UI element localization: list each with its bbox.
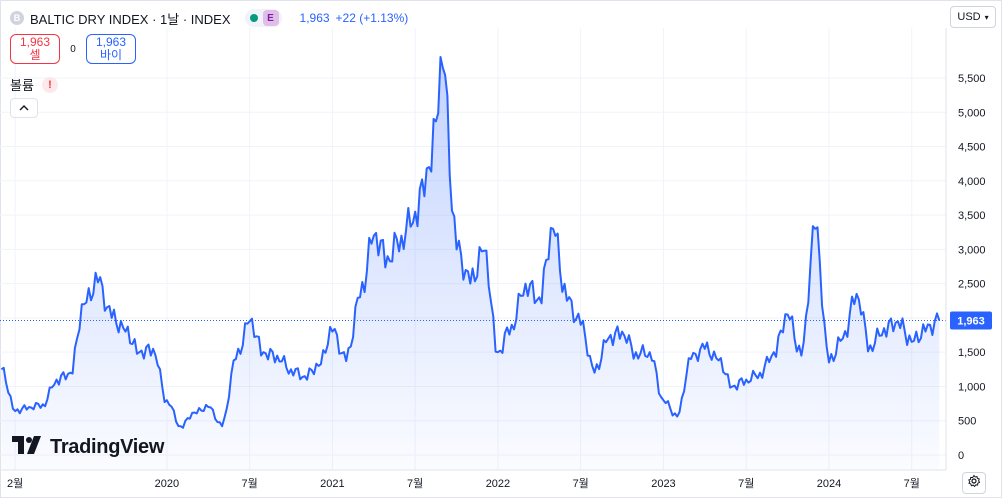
currency-label: USD [957,11,981,23]
x-tick-label: 2022 [486,478,510,490]
y-tick-label: 3,000 [958,244,986,256]
y-tick-label: 5,000 [958,107,986,119]
y-tick-label: 500 [958,416,976,428]
y-tick-label: 2,500 [958,279,986,291]
trade-buttons: 1,963 셀 0 1,963 바이 [10,34,136,64]
price-axis[interactable]: 05001,0001,5002,0002,5003,0003,5004,0004… [958,73,986,462]
legend-last-value: 1,963 [299,11,330,25]
x-tick-label: 7월 [904,477,920,490]
y-tick-label: 4,500 [958,142,986,154]
currency-select[interactable]: USD ▾ [950,6,996,28]
x-tick-label: 2023 [651,478,675,490]
market-status-dot-icon [249,14,258,22]
warning-icon[interactable]: ! [41,76,58,93]
tradingview-wordmark: TradingView [50,436,165,458]
gear-icon [967,474,981,493]
volume-legend[interactable]: 볼륨 ! [10,75,58,94]
y-tick-label: 4,000 [958,176,986,188]
tradingview-mark-icon [12,436,42,459]
x-tick-label: 7월 [407,477,423,490]
price-line-series [0,56,941,429]
buy-button[interactable]: 1,963 바이 [86,34,136,64]
tradingview-logo[interactable]: TradingView [12,436,164,459]
x-tick-label: 2021 [320,478,344,490]
symbol-legend[interactable]: B BALTIC DRY INDEX · 1날 · INDEX E 1,963 … [10,8,408,28]
price-area-fill [1,57,940,470]
y-tick-label: 5,500 [958,73,986,85]
x-tick-label: 7월 [738,477,754,490]
spread-value: 0 [70,43,76,55]
y-tick-label: 1,500 [958,347,986,359]
buy-label: 바이 [99,48,123,62]
sell-price: 1,963 [19,35,51,49]
y-tick-label: 0 [958,450,964,462]
last-price-label-bg [950,311,992,330]
y-tick-label: 1,000 [958,381,986,393]
last-price-label: 1,963 [950,311,992,330]
buy-price: 1,963 [95,35,127,49]
chevron-down-icon: ▾ [984,12,989,22]
last-price-label-text: 1,963 [957,315,985,327]
y-tick-label: 3,500 [958,210,986,222]
chevron-up-icon [19,102,29,114]
x-tick-label: 2월 [7,477,23,490]
x-tick-label: 7월 [242,477,258,490]
chart-settings-button[interactable] [962,472,986,494]
x-tick-label: 2020 [155,478,179,490]
volume-label: 볼륨 [10,78,34,93]
time-axis[interactable]: 2월 2020 7월 2021 7월 2022 7월 2023 7월 2024 7월 [7,477,920,490]
status-badges[interactable]: E [244,9,282,27]
sell-label: 셀 [29,48,41,62]
x-tick-label: 2024 [817,478,841,490]
x-tick-label: 7월 [573,477,589,490]
collapse-legend-button[interactable] [10,98,38,118]
sell-button[interactable]: 1,963 셀 [10,34,60,64]
legend-change: +22 (+1.13%) [335,11,409,25]
events-badge[interactable]: E [262,10,279,26]
symbol-title[interactable]: BALTIC DRY INDEX · 1날 · INDEX [30,11,231,27]
symbol-icon: B [10,11,24,25]
